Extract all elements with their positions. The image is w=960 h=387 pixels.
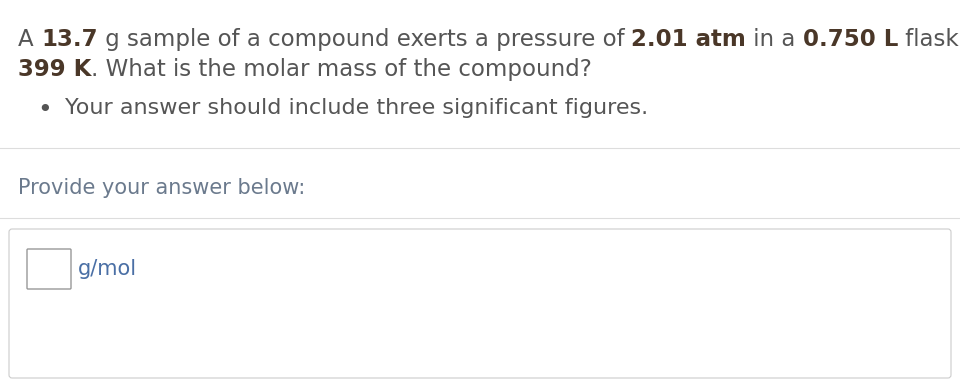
Text: in a: in a	[746, 28, 803, 51]
Text: g sample of a compound exerts a pressure of: g sample of a compound exerts a pressure…	[98, 28, 632, 51]
Text: Provide your answer below:: Provide your answer below:	[18, 178, 305, 198]
Text: . What is the molar mass of the compound?: . What is the molar mass of the compound…	[91, 58, 592, 81]
Text: 399 K: 399 K	[18, 58, 91, 81]
Text: flask at: flask at	[899, 28, 960, 51]
FancyBboxPatch shape	[27, 249, 71, 289]
Text: g/mol: g/mol	[78, 259, 137, 279]
Text: 13.7: 13.7	[41, 28, 98, 51]
Text: •: •	[37, 98, 53, 122]
Text: Your answer should include three significant figures.: Your answer should include three signifi…	[65, 98, 648, 118]
Text: A: A	[18, 28, 41, 51]
Text: 2.01 atm: 2.01 atm	[632, 28, 746, 51]
FancyBboxPatch shape	[9, 229, 951, 378]
Text: 0.750 L: 0.750 L	[803, 28, 899, 51]
